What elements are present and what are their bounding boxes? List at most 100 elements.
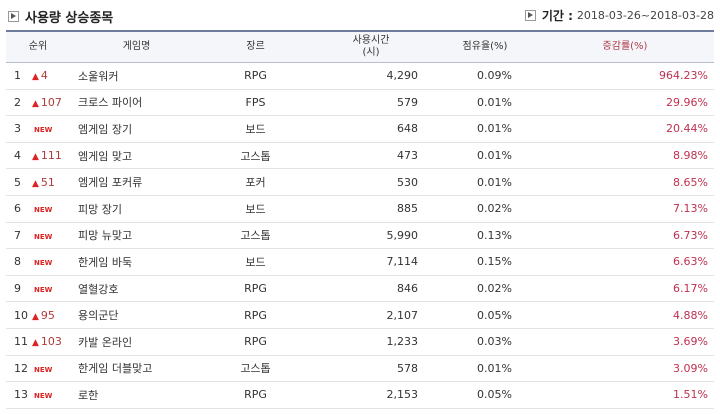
- usage-hours: 4,290: [308, 62, 434, 90]
- rank-cell: 11 ▲ 103: [6, 328, 70, 356]
- arrow-up-icon: ▲: [32, 178, 39, 189]
- arrow-up-icon: ▲: [32, 311, 39, 322]
- game-name[interactable]: 열혈강호: [70, 275, 203, 303]
- table-row[interactable]: 9 NEW 열혈강호 RPG 846 0.02% 6.17%: [6, 275, 714, 303]
- share: 0.05%: [434, 381, 536, 409]
- increase-rate: 3.09%: [536, 355, 714, 383]
- col-increase: 증감률(%): [536, 30, 714, 63]
- genre: RPG: [203, 62, 308, 90]
- game-name[interactable]: 카발 온라인: [70, 328, 203, 356]
- section-title-group: 사용량 상승종목: [8, 7, 113, 26]
- rank-change: 107: [40, 95, 62, 109]
- col-rank: 순위: [6, 30, 70, 63]
- usage-hours: 7,114: [308, 248, 434, 276]
- rank-change: 51: [40, 175, 55, 189]
- arrow-up-icon: ▲: [32, 152, 39, 163]
- rank-number: 13: [14, 388, 28, 402]
- table-row[interactable]: 1 ▲ 4 소울워커 RPG 4,290 0.09% 964.23%: [6, 62, 714, 90]
- genre: 고스톱: [203, 222, 308, 250]
- game-name[interactable]: 소울워커: [70, 62, 203, 90]
- game-name[interactable]: 한게임 더블맞고: [70, 355, 203, 383]
- share: 0.02%: [434, 195, 536, 223]
- play-box-icon: [524, 10, 536, 21]
- game-name[interactable]: 엠게임 포커류: [70, 168, 203, 196]
- table-row[interactable]: 13 NEW 로한 RPG 2,153 0.05% 1.51%: [6, 381, 714, 409]
- usage-hours: 5,990: [308, 222, 434, 250]
- increase-rate: 1.51%: [536, 381, 714, 409]
- rank-cell: 9 NEW: [6, 275, 70, 303]
- rank-number: 11: [14, 335, 28, 349]
- increase-rate: 6.17%: [536, 275, 714, 303]
- table-row[interactable]: 11 ▲ 103 카발 온라인 RPG 1,233 0.03% 3.69%: [6, 328, 714, 356]
- section-header: 사용량 상승종목 기간 : 2018-03-26~2018-03-28: [0, 0, 720, 30]
- share: 0.01%: [434, 355, 536, 383]
- genre: RPG: [203, 328, 308, 356]
- rank-number: 10: [14, 308, 28, 322]
- increase-rate: 20.44%: [536, 115, 714, 143]
- rank-change: 111: [40, 149, 62, 163]
- share: 0.13%: [434, 222, 536, 250]
- table-row[interactable]: 5 ▲ 51 엠게임 포커류 포커 530 0.01% 8.65%: [6, 168, 714, 196]
- rank-change: 4: [40, 69, 48, 83]
- genre: 고스톱: [203, 355, 308, 383]
- new-badge: NEW: [34, 259, 53, 268]
- rank-change: 103: [40, 335, 62, 349]
- game-name[interactable]: 엠게임 맞고: [70, 142, 203, 170]
- rank-number: 12: [14, 361, 28, 375]
- usage-hours: 648: [308, 115, 434, 143]
- game-name[interactable]: 엠게임 장기: [70, 115, 203, 143]
- increase-rate: 3.69%: [536, 328, 714, 356]
- table-row[interactable]: 2 ▲ 107 크로스 파이어 FPS 579 0.01% 29.96%: [6, 89, 714, 117]
- new-badge: NEW: [34, 365, 53, 374]
- usage-hours: 846: [308, 275, 434, 303]
- usage-hours: 1,233: [308, 328, 434, 356]
- table-row[interactable]: 6 NEW 피망 장기 보드 885 0.02% 7.13%: [6, 195, 714, 223]
- table-row[interactable]: 8 NEW 한게임 바둑 보드 7,114 0.15% 6.63%: [6, 248, 714, 276]
- rank-number: 8: [14, 255, 21, 269]
- game-name[interactable]: 한게임 바둑: [70, 248, 203, 276]
- arrow-up-icon: ▲: [32, 338, 39, 349]
- rank-cell: 6 NEW: [6, 195, 70, 223]
- genre: FPS: [203, 89, 308, 117]
- rank-number: 5: [14, 175, 21, 189]
- table-row[interactable]: 3 NEW 엠게임 장기 보드 648 0.01% 20.44%: [6, 115, 714, 143]
- period-group: 기간 : 2018-03-26~2018-03-28: [524, 7, 714, 24]
- genre: 포커: [203, 168, 308, 196]
- increase-rate: 6.63%: [536, 248, 714, 276]
- col-genre: 장르: [203, 30, 308, 63]
- game-name[interactable]: 용의군단: [70, 301, 203, 329]
- genre: 보드: [203, 248, 308, 276]
- genre: 고스톱: [203, 142, 308, 170]
- new-badge: NEW: [34, 206, 53, 215]
- table-row[interactable]: 7 NEW 피망 뉴맞고 고스톱 5,990 0.13% 6.73%: [6, 222, 714, 250]
- rank-number: 9: [14, 282, 21, 296]
- rank-number: 1: [14, 69, 21, 83]
- genre: RPG: [203, 381, 308, 409]
- col-share: 점유율(%): [434, 30, 536, 63]
- usage-hours: 473: [308, 142, 434, 170]
- ranking-table: 순위 게임명 장르 사용시간 (시) 점유율(%) 증감률(%) 1 ▲ 4 소울워커 R…: [6, 30, 714, 409]
- rank-cell: 4 ▲ 111: [6, 142, 70, 170]
- genre: 보드: [203, 195, 308, 223]
- table-row[interactable]: 10 ▲ 95 용의군단 RPG 2,107 0.05% 4.88%: [6, 301, 714, 329]
- rank-cell: 7 NEW: [6, 222, 70, 250]
- game-name[interactable]: 크로스 파이어: [70, 89, 203, 117]
- col-name: 게임명: [70, 30, 203, 63]
- share: 0.01%: [434, 168, 536, 196]
- increase-rate: 7.13%: [536, 195, 714, 223]
- table-row[interactable]: 4 ▲ 111 엠게임 맞고 고스톱 473 0.01% 8.98%: [6, 142, 714, 170]
- table-row[interactable]: 12 NEW 한게임 더블맞고 고스톱 578 0.01% 3.09%: [6, 355, 714, 383]
- game-name[interactable]: 로한: [70, 381, 203, 409]
- game-name[interactable]: 피망 뉴맞고: [70, 222, 203, 250]
- table-body: 1 ▲ 4 소울워커 RPG 4,290 0.09% 964.23% 2 ▲ 107 크로스 파이어 F…: [6, 62, 714, 409]
- increase-rate: 29.96%: [536, 89, 714, 117]
- col-hours-line1: 사용시간: [352, 35, 390, 46]
- genre: 보드: [203, 115, 308, 143]
- table-header: 순위 게임명 장르 사용시간 (시) 점유율(%) 증감률(%): [6, 30, 714, 63]
- rank-number: 4: [14, 149, 21, 163]
- share: 0.05%: [434, 301, 536, 329]
- share: 0.09%: [434, 62, 536, 90]
- rank-cell: 8 NEW: [6, 248, 70, 276]
- game-name[interactable]: 피망 장기: [70, 195, 203, 223]
- usage-hours: 530: [308, 168, 434, 196]
